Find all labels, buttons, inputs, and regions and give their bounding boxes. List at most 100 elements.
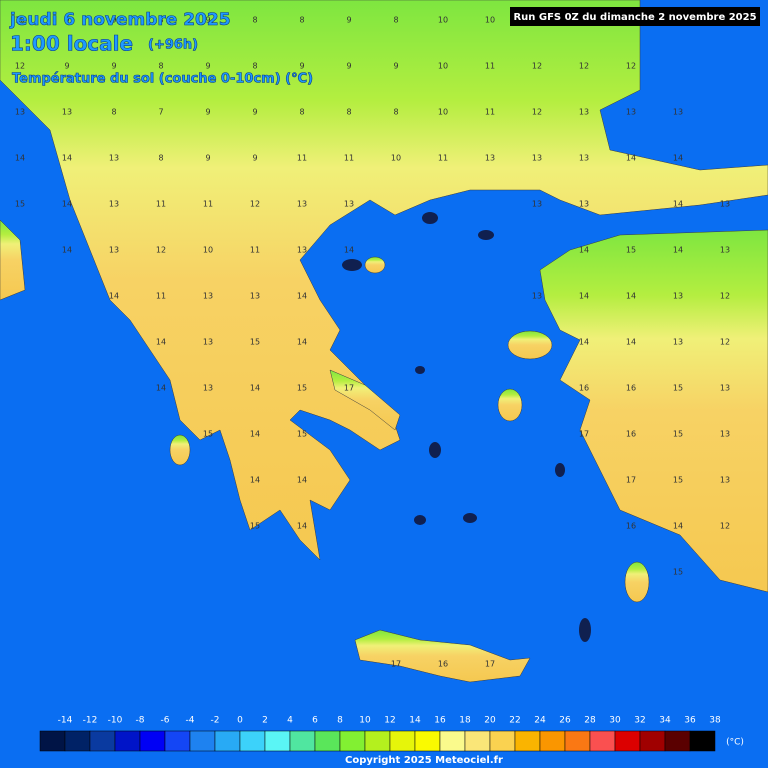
temperature-label: 13: [532, 200, 542, 209]
legend-swatch: [314, 730, 341, 752]
legend-swatch: [489, 730, 516, 752]
temperature-label: 9: [111, 16, 116, 25]
temperature-label: 11: [250, 246, 260, 255]
temperature-label: 14: [250, 476, 260, 485]
temperature-label: 13: [203, 292, 213, 301]
temperature-label: 13: [579, 200, 589, 209]
temperature-label: 13: [297, 200, 307, 209]
temperature-label: 13: [720, 384, 730, 393]
temperature-label: 9: [252, 108, 257, 117]
temperature-label: 9: [205, 62, 210, 71]
temperature-label: 8: [252, 62, 257, 71]
temperature-label: 13: [579, 108, 589, 117]
temperature-label: 11: [438, 154, 448, 163]
temperature-label: 12: [532, 108, 542, 117]
temperature-label: 14: [579, 246, 589, 255]
temperature-label: 14: [673, 246, 683, 255]
temperature-label: 14: [673, 200, 683, 209]
temperature-label: 14: [62, 246, 72, 255]
legend-tick-label: 24: [534, 716, 546, 726]
legend-swatch: [214, 730, 241, 752]
legend: -14 -12 -10 -8 -6 -4 -2 0 2 4 6 8 10 12 14 16 18 20 22 24 26…: [39, 716, 721, 752]
temperature-label: 9: [299, 62, 304, 71]
temperature-label: 14: [250, 384, 260, 393]
temperature-label: 12: [532, 62, 542, 71]
legend-swatch: [589, 730, 616, 752]
legend-tick-label: 6: [312, 716, 318, 726]
legend-tick-label: 26: [559, 716, 571, 726]
legend-tick-label: 38: [709, 716, 721, 726]
temperature-label: 15: [250, 522, 260, 531]
legend-tick-label: -14: [58, 716, 73, 726]
temperature-label: 14: [626, 338, 636, 347]
temperature-label: 13: [203, 384, 213, 393]
temperature-label: 14: [579, 338, 589, 347]
temperature-label: 9: [205, 16, 210, 25]
temperature-label: 13: [720, 430, 730, 439]
temperature-label: 8: [158, 62, 163, 71]
legend-swatch: [364, 730, 391, 752]
temperature-label: 15: [673, 384, 683, 393]
temperature-label: 16: [626, 384, 636, 393]
temperature-label: 10: [438, 108, 448, 117]
date: jeudi 6 novembre 2025: [9, 10, 231, 30]
temperature-label: 13: [250, 292, 260, 301]
temperature-label: 14: [673, 154, 683, 163]
legend-tick-label: -8: [136, 716, 145, 726]
temperature-label: 11: [344, 154, 354, 163]
legend-tick-label: 12: [384, 716, 395, 726]
temperature-label: 9: [64, 16, 69, 25]
legend-swatch: [414, 730, 441, 752]
legend-swatch: [239, 730, 266, 752]
legend-tick-label: 20: [484, 716, 496, 726]
legend-swatch: [539, 730, 566, 752]
legend-swatch: [139, 730, 166, 752]
legend-swatch: [464, 730, 491, 752]
islands: [342, 212, 591, 642]
lead: (+96h): [148, 38, 198, 53]
temperature-label: 17: [626, 476, 636, 485]
temperature-label: 14: [250, 430, 260, 439]
temperature-label: 15: [626, 246, 636, 255]
temperature-label: 11: [203, 200, 213, 209]
temperature-label: 13: [720, 200, 730, 209]
temperature-label: 17: [579, 430, 589, 439]
run-box: [510, 7, 760, 26]
temperature-label: 17: [391, 660, 401, 669]
legend-tick-label: 34: [659, 716, 671, 726]
temperature-label: 16: [579, 384, 589, 393]
temperature-label: 8: [299, 108, 304, 117]
temperature-label: 14: [297, 476, 307, 485]
temperature-label: 13: [579, 154, 589, 163]
run: Run GFS 0Z du dimanche 2 novembre 2025: [513, 12, 756, 23]
temperature-label: 8: [393, 108, 398, 117]
temperature-label: 13: [720, 476, 730, 485]
temperature-label: 16: [438, 660, 448, 669]
temperature-label: 9: [205, 154, 210, 163]
temperature-label: 9: [346, 62, 351, 71]
temperature-label: 8: [393, 16, 398, 25]
temperature-label: 12: [626, 62, 636, 71]
legend-unit: (°C): [726, 738, 744, 748]
temperature-label: 14: [626, 292, 636, 301]
temperature-label: 14: [297, 292, 307, 301]
temperature-label: 15: [15, 200, 25, 209]
temperature-label: 16: [626, 522, 636, 531]
temperature-label: 14: [297, 522, 307, 531]
legend-tick-label: -4: [186, 716, 195, 726]
temperature-label: 16: [626, 430, 636, 439]
temperature-label: 15: [673, 568, 683, 577]
legend-swatch: [114, 730, 141, 752]
temperature-label: 13: [297, 246, 307, 255]
temperature-label: 11: [485, 108, 495, 117]
temperature-label: 13: [203, 338, 213, 347]
temperature-label: 12: [579, 62, 589, 71]
legend-swatch: [689, 730, 716, 752]
temperature-label: 8: [111, 108, 116, 117]
legend-swatch: [339, 730, 366, 752]
temperature-label: 15: [297, 430, 307, 439]
temperature-label: 8: [346, 108, 351, 117]
temperature-label: 13: [109, 200, 119, 209]
legend-swatch: [514, 730, 541, 752]
